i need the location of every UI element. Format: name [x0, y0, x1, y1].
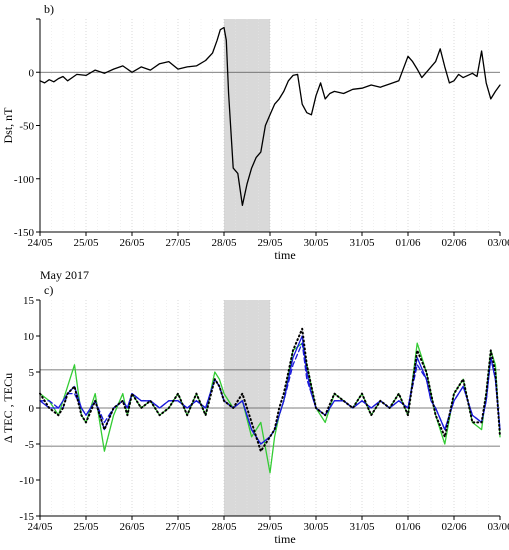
x-tick-label: 02/06	[441, 521, 467, 533]
y-tick-label: -150	[14, 227, 35, 239]
x-tick-label: 25/05	[73, 237, 99, 249]
chart-title: May 2017	[40, 268, 89, 282]
x-tick-label: 29/05	[257, 521, 283, 533]
panel-label: b)	[44, 2, 54, 16]
x-tick-label: 27/05	[165, 237, 191, 249]
x-tick-label: 28/05	[211, 237, 237, 249]
x-axis-label: time	[274, 532, 295, 546]
y-tick-label: -50	[19, 121, 34, 133]
y-tick-label: -15	[19, 511, 34, 523]
x-tick-label: 28/05	[211, 521, 237, 533]
x-tick-label: 30/05	[303, 237, 329, 249]
series-line-3	[39, 327, 501, 453]
x-tick-label: 31/05	[349, 237, 375, 249]
x-tick-label: 01/06	[395, 521, 421, 533]
x-tick-label: 26/05	[119, 521, 145, 533]
y-tick-label: -100	[14, 174, 35, 186]
y-tick-label: 10	[23, 331, 35, 343]
x-tick-label: 26/05	[119, 237, 145, 249]
y-tick-label: 15	[23, 295, 35, 307]
x-tick-label: 27/05	[165, 521, 191, 533]
panel-label: c)	[44, 283, 53, 297]
x-tick-label: 01/06	[395, 237, 421, 249]
y-tick-label: -5	[25, 439, 35, 451]
x-tick-label: 30/05	[303, 521, 329, 533]
x-tick-label: 02/06	[441, 237, 467, 249]
y-tick-label: 0	[29, 403, 35, 415]
y-tick-label: 5	[29, 367, 35, 379]
y-tick-label: -10	[19, 475, 34, 487]
series-line-0	[39, 26, 501, 207]
x-tick-label: 24/05	[27, 521, 53, 533]
x-tick-label: 24/05	[27, 237, 53, 249]
x-tick-label: 31/05	[349, 521, 375, 533]
y-tick-label: 0	[29, 67, 35, 79]
x-tick-label: 29/05	[257, 237, 283, 249]
x-tick-label: 25/05	[73, 521, 99, 533]
x-tick-label: 03/06	[487, 237, 509, 249]
y-axis-label: Dst, nT	[1, 107, 15, 144]
x-axis-label: time	[274, 248, 295, 262]
y-axis-label: Δ TEC , TECu	[1, 373, 15, 443]
x-tick-label: 03/06	[487, 521, 509, 533]
